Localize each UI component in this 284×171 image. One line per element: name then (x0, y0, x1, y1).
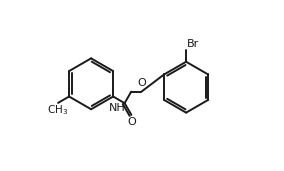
Text: Br: Br (187, 39, 199, 49)
Text: CH$_3$: CH$_3$ (47, 103, 69, 117)
Text: O: O (128, 117, 136, 127)
Text: O: O (137, 78, 146, 88)
Text: NH: NH (109, 103, 126, 113)
